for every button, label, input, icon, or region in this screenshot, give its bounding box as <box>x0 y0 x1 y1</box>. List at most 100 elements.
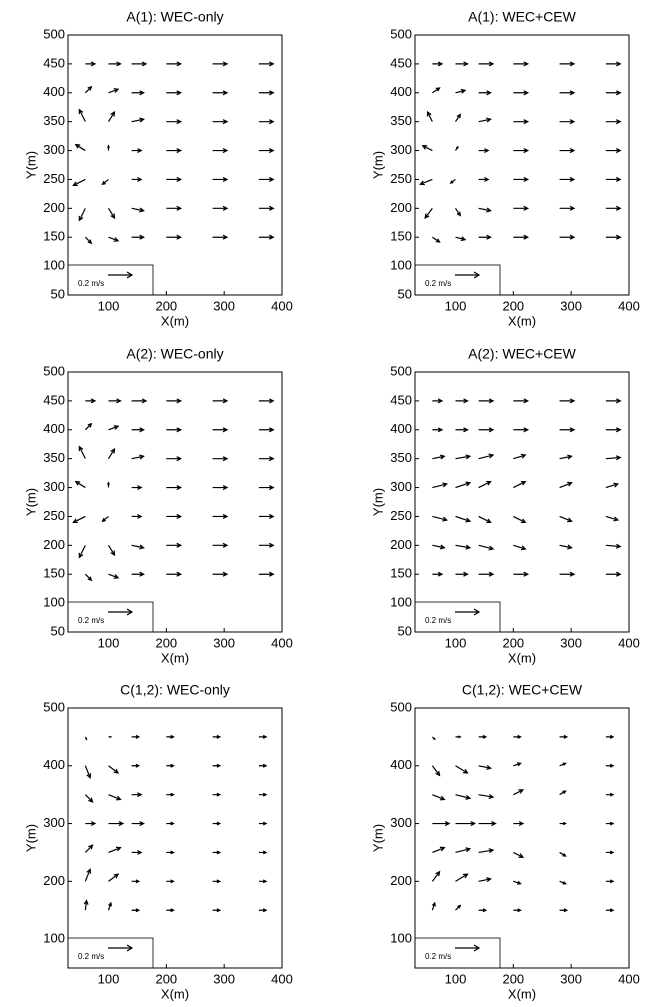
vector-arrow <box>258 850 268 855</box>
axes-frame <box>414 34 630 296</box>
vector-arrow <box>258 148 275 154</box>
vector-arrow <box>455 904 462 911</box>
vector-arrow <box>605 427 622 433</box>
vector-arrow <box>513 762 522 767</box>
vector-arrow <box>559 454 573 460</box>
vector-arrow <box>455 794 472 800</box>
vector-arrow <box>605 571 622 577</box>
vector-arrow <box>432 515 449 522</box>
x-tick-label: 400 <box>271 635 293 650</box>
vector-arrow <box>78 208 86 222</box>
vector-arrow <box>513 119 530 125</box>
vector-arrow <box>131 571 145 577</box>
vector-arrow <box>258 90 275 96</box>
vector-arrow <box>513 453 527 460</box>
y-tick-label: 200 <box>43 200 65 215</box>
vector-arrow <box>605 455 622 461</box>
vector-arrow <box>449 178 456 184</box>
vector-arrow <box>605 763 615 768</box>
y-tick-label: 350 <box>390 113 412 128</box>
vector-arrow <box>108 821 125 827</box>
vector-arrow <box>258 513 275 519</box>
vector-arrow <box>84 422 93 431</box>
vector-arrow <box>212 879 222 884</box>
vector-arrow <box>432 398 444 404</box>
vector-arrow <box>513 234 530 240</box>
vector-arrow <box>432 846 446 854</box>
vector-arrow <box>431 736 436 741</box>
vector-arrow <box>212 821 222 826</box>
vector-arrow <box>212 513 229 519</box>
vector-arrow <box>131 61 148 67</box>
vector-arrow <box>84 794 94 803</box>
vector-arrow <box>107 110 116 122</box>
vector-arrow <box>166 879 175 884</box>
y-tick-label: 500 <box>43 699 65 714</box>
vector-arrow <box>454 145 459 151</box>
vector-arrow <box>212 456 229 462</box>
vector-arrow <box>432 821 451 827</box>
x-tick-label: 400 <box>618 971 640 986</box>
key-arrow <box>108 944 134 952</box>
panel: C(1,2): WEC-only 100 200 300 400 100 200 300 400… <box>23 682 292 1002</box>
vector-arrow <box>258 176 275 182</box>
vector-arrow <box>424 207 433 220</box>
y-tick-label: 450 <box>43 55 65 70</box>
vector-arrow <box>108 573 120 579</box>
vector-arrow <box>212 176 229 182</box>
vector-arrow <box>72 515 86 524</box>
y-tick-label: 300 <box>390 479 412 494</box>
x-tick-label: 100 <box>445 635 467 650</box>
vector-arrow <box>166 205 183 211</box>
vector-arrow <box>559 790 567 796</box>
y-tick-label: 200 <box>390 873 412 888</box>
y-tick-label: 100 <box>43 931 65 946</box>
vector-arrow <box>101 178 109 186</box>
key-arrow <box>108 608 134 616</box>
vector-arrow <box>559 176 576 182</box>
vector-arrow <box>605 734 615 739</box>
y-tick-label: 200 <box>43 537 65 552</box>
vector-arrow <box>85 821 97 827</box>
y-tick-label: 500 <box>390 363 412 378</box>
y-tick-label: 100 <box>390 931 412 946</box>
vector-arrow <box>559 908 569 913</box>
vector-arrow <box>478 480 492 489</box>
vector-arrow <box>605 908 615 913</box>
y-axis-label: Y(m) <box>370 488 385 516</box>
vector-arrow <box>455 88 467 94</box>
vector-arrow <box>559 762 567 767</box>
vector-arrow <box>559 427 576 433</box>
y-tick-label: 250 <box>43 508 65 523</box>
x-tick-label: 400 <box>271 971 293 986</box>
axes-frame <box>414 707 630 969</box>
x-tick-label: 200 <box>155 298 177 313</box>
vector-arrow <box>212 90 229 96</box>
vector-arrow <box>131 544 145 550</box>
vector-arrow <box>131 117 145 123</box>
vector-arrow <box>166 61 183 67</box>
vector-arrow <box>478 764 492 770</box>
vector-arrow <box>258 61 275 67</box>
x-tick-label: 200 <box>155 635 177 650</box>
vector-arrow <box>513 176 530 182</box>
y-tick-label: 500 <box>390 699 412 714</box>
axes-frame <box>67 707 283 969</box>
x-tick-label: 200 <box>155 971 177 986</box>
vector-arrow <box>108 846 122 854</box>
y-tick-label: 50 <box>398 623 412 638</box>
panel-title: A(1): WEC+CEW <box>468 9 577 25</box>
vector-arrow <box>478 427 495 433</box>
vector-arrow <box>513 908 522 913</box>
panel: A(1): WEC+CEW 100 200 300 400 50 100 150 200 250 3… <box>370 9 639 329</box>
vector-arrow <box>108 236 120 242</box>
vector-arrow <box>107 208 116 220</box>
vector-arrow <box>559 571 576 577</box>
vector-arrow <box>258 571 275 577</box>
vector-arrow <box>478 117 492 123</box>
vector-arrow <box>455 821 477 827</box>
x-tick-label: 300 <box>560 971 582 986</box>
vector-arrow <box>559 544 573 550</box>
key-label: 0.2 m/s <box>425 952 451 961</box>
y-tick-label: 100 <box>390 258 412 273</box>
